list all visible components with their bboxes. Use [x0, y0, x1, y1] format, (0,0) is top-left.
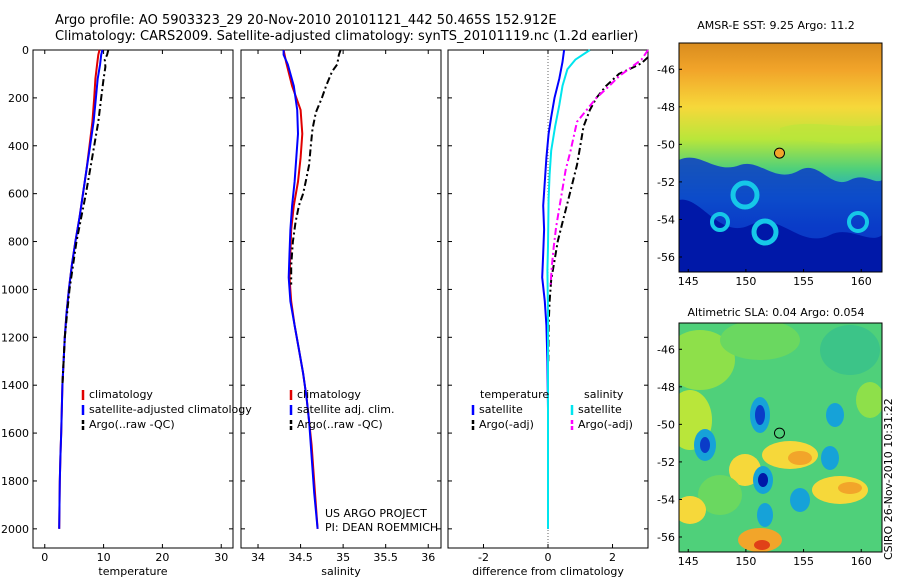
map-x-tick-label: 150: [735, 275, 756, 288]
sla-map-image: [679, 323, 882, 552]
map-y-tick-label: -54: [657, 493, 675, 506]
map-y-tick-label: -50: [657, 138, 675, 151]
x-tick-label: 20: [155, 551, 169, 564]
series-line-satellite: [541, 49, 566, 529]
difference-xlabel: difference from climatology: [472, 565, 624, 578]
map-x-tick-label: 155: [793, 275, 814, 288]
sst-map-panel: AMSR-E SST: 9.25 Argo: 11.2 145 150 155 160…: [657, 19, 883, 288]
difference-profile-plot: -2 0 2 temperature salinity satellite Argo(-a…: [447, 49, 649, 578]
legend-label: satellite: [578, 403, 622, 416]
salinity-xlabel: salinity: [321, 565, 361, 578]
y-tick-label: 600: [8, 188, 29, 201]
map-y-tick-label: -56: [657, 531, 675, 544]
x-tick-label: 10: [97, 551, 111, 564]
y-tick-label: 800: [8, 236, 29, 249]
legend-label: satellite: [479, 403, 523, 416]
legend-header: salinity: [584, 388, 624, 401]
series-line-satellite-adj-clim-: [282, 50, 319, 529]
legend-header: temperature: [480, 388, 549, 401]
sla-map-frame: [678, 322, 883, 553]
map-y-tick-label: -50: [657, 418, 675, 431]
legend-label: satellite-adjusted climatology: [89, 403, 252, 416]
legend-label: climatology: [89, 388, 153, 401]
y-tick-label: 1000: [1, 283, 29, 296]
legend-label: satellite adj. clim.: [297, 403, 394, 416]
map-y-tick-label: -48: [657, 101, 675, 114]
map-y-tick-label: -46: [657, 343, 675, 356]
legend-label: climatology: [297, 388, 361, 401]
series-line-argo-adj-: [549, 49, 649, 285]
y-tick-label: 200: [8, 92, 29, 105]
x-tick-label: 0: [41, 551, 48, 564]
sst-profile-marker: [773, 147, 785, 159]
figure-title-line-2: Climatology: CARS2009. Satellite-adjuste…: [55, 29, 639, 44]
map-y-tick-label: -56: [657, 251, 675, 264]
sst-map-title: AMSR-E SST: 9.25 Argo: 11.2: [697, 19, 855, 32]
timestamp-side-label: CSIRO 26-Nov-2010 10:31:22: [882, 398, 895, 560]
x-tick-label: 30: [214, 551, 228, 564]
y-tick-label: 1400: [1, 379, 29, 392]
map-y-tick-label: -52: [657, 456, 675, 469]
x-tick-label: 0: [545, 551, 552, 564]
map-x-tick-label: 160: [851, 275, 872, 288]
salinity-profile-plot: 34 34.5 35 35.5 36 climatology satellite adj.…: [240, 49, 442, 578]
x-tick-label: 35.5: [373, 551, 398, 564]
sla-map-title: Altimetric SLA: 0.04 Argo: 0.054: [687, 306, 864, 319]
legend-label: Argo(..raw -QC): [89, 418, 175, 431]
series-line-argo-adj-: [547, 56, 649, 362]
x-tick-label: 36: [421, 551, 435, 564]
map-x-tick-label: 145: [678, 275, 699, 288]
y-tick-label: 1800: [1, 475, 29, 488]
map-y-tick-label: -52: [657, 176, 675, 189]
x-tick-label: 2: [609, 551, 616, 564]
credit-line-1: US ARGO PROJECT: [325, 507, 427, 520]
map-x-tick-label: 155: [793, 555, 814, 568]
map-y-tick-label: -54: [657, 213, 675, 226]
map-y-tick-label: -46: [657, 63, 675, 76]
y-tick-label: 1600: [1, 427, 29, 440]
map-x-tick-label: 145: [678, 555, 699, 568]
series-line-argo-raw-qc-: [290, 49, 342, 285]
y-tick-label: 0: [22, 44, 29, 57]
sla-map-panel: Altimetric SLA: 0.04 Argo: 0.054: [657, 306, 883, 568]
temperature-profile-plot: 0 10 20 30 0 200 400 600 800 1000 1200 1400 1600 1800…: [1, 44, 252, 578]
temperature-xlabel: temperature: [98, 565, 167, 578]
map-x-tick-label: 150: [735, 555, 756, 568]
series-line-argo-raw-qc-: [61, 49, 110, 386]
x-tick-label: 35: [336, 551, 350, 564]
series-line-satellite-adjusted-climatology: [58, 49, 104, 529]
y-tick-label: 400: [8, 140, 29, 153]
y-tick-label: 2000: [1, 523, 29, 536]
figure-title-line-1: Argo profile: AO 5903323_29 20-Nov-2010 …: [55, 13, 557, 28]
sst-map-frame: [678, 42, 883, 273]
credit-line-2: PI: DEAN ROEMMICH: [325, 521, 438, 534]
salinity-plot-frame: [240, 49, 442, 549]
series-line-satellite: [546, 49, 591, 529]
x-tick-label: 34.5: [288, 551, 313, 564]
sst-map-image: [679, 43, 882, 272]
legend-label: Argo(-adj): [479, 418, 534, 431]
legend-label: Argo(..raw -QC): [297, 418, 383, 431]
legend-label: Argo(-adj): [578, 418, 633, 431]
map-x-tick-label: 160: [851, 555, 872, 568]
temperature-plot-frame: [32, 49, 234, 549]
y-tick-label: 1200: [1, 331, 29, 344]
map-y-tick-label: -48: [657, 381, 675, 394]
x-tick-label: 34: [251, 551, 265, 564]
x-tick-label: -2: [478, 551, 489, 564]
sla-profile-marker: [773, 427, 785, 439]
